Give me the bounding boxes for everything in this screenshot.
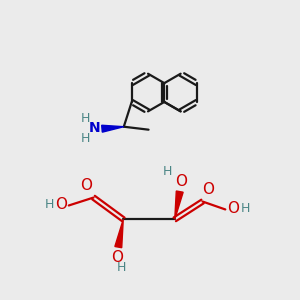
Text: O: O [227,201,239,216]
Text: O: O [55,197,67,212]
Text: H: H [163,165,172,178]
Text: N: N [88,121,100,135]
Text: H: H [117,261,126,274]
Text: H: H [44,198,54,211]
Text: O: O [175,174,187,189]
Polygon shape [115,219,123,248]
Text: H: H [240,202,250,215]
Text: O: O [111,250,123,265]
Text: O: O [202,182,214,197]
Text: H: H [80,112,90,125]
Text: O: O [81,178,93,193]
Text: H: H [80,132,90,145]
Polygon shape [102,125,124,132]
Polygon shape [175,191,183,219]
